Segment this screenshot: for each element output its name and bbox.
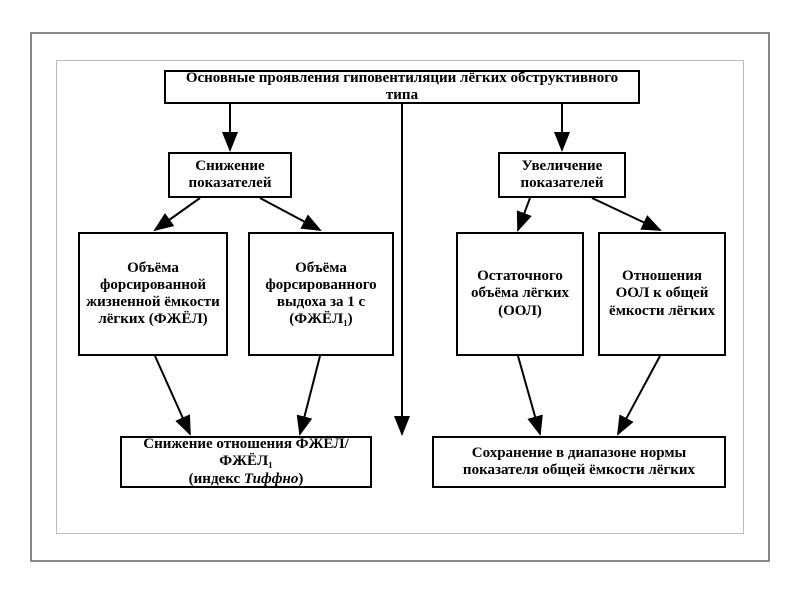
node-decrease: Снижение показателей	[168, 152, 292, 198]
node-tiffno: Снижение отношения ФЖЁЛ/ФЖЁЛ₁(индекс Тиф…	[120, 436, 372, 488]
node-rv: Остаточного объёма лёгких (ООЛ)	[456, 232, 584, 356]
node-increase: Увеличение показателей	[498, 152, 626, 198]
node-fvc-label: Объёма форсированной жизненной ёмкости л…	[86, 260, 220, 329]
node-root-label: Основные проявления гиповентиляции лёгки…	[172, 70, 632, 105]
node-increase-label: Увеличение показателей	[506, 158, 618, 193]
node-fev1: Объёма форсированного выдоха за 1 с (ФЖЁ…	[248, 232, 394, 356]
node-ratio-label: Отношения ООЛ к общей ёмкости лёгких	[606, 268, 718, 320]
node-fev1-label: Объёма форсированного выдоха за 1 с (ФЖЁ…	[256, 260, 386, 329]
node-decrease-label: Снижение показателей	[176, 158, 284, 193]
node-fvc: Объёма форсированной жизненной ёмкости л…	[78, 232, 228, 356]
node-tlc-norm-label: Сохранение в диапазоне нормы показателя …	[440, 445, 718, 480]
node-tiffno-label: Снижение отношения ФЖЁЛ/ФЖЁЛ₁(индекс Тиф…	[128, 436, 364, 488]
node-tlc-norm: Сохранение в диапазоне нормы показателя …	[432, 436, 726, 488]
node-ratio-rv-tlc: Отношения ООЛ к общей ёмкости лёгких	[598, 232, 726, 356]
node-root: Основные проявления гиповентиляции лёгки…	[164, 70, 640, 104]
node-rv-label: Остаточного объёма лёгких (ООЛ)	[464, 268, 576, 320]
